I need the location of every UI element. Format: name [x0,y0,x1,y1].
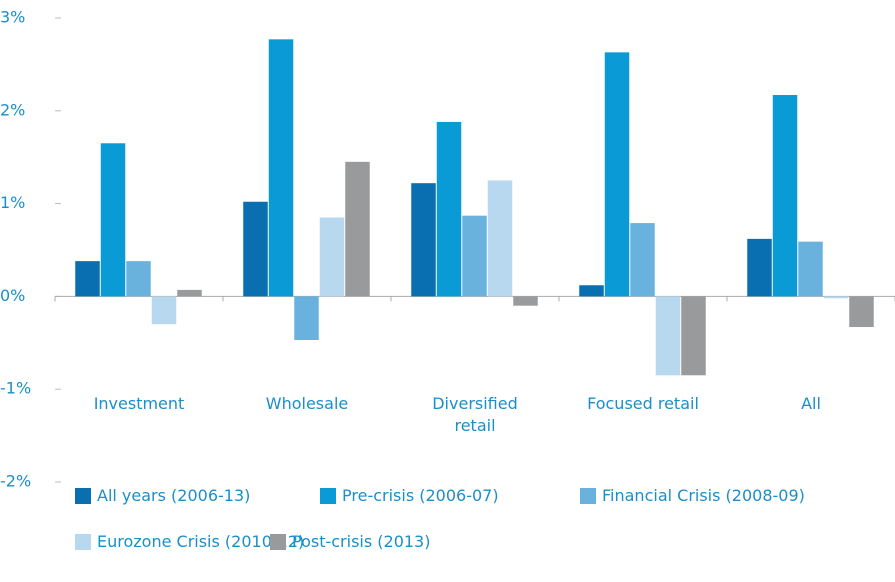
bar [411,183,436,297]
y-tick-label: -2% [0,472,31,491]
y-tick-label: 2% [0,100,25,119]
bar [579,285,604,297]
bar [177,289,202,297]
bar [513,296,538,306]
legend-swatch [270,533,286,550]
bar [243,201,268,297]
bar [655,296,681,376]
y-tick-label: 0% [0,286,25,305]
x-tick-label: All [801,394,821,413]
legend-label: Financial Crisis (2008-09) [602,486,805,505]
y-tick-label: 1% [0,193,25,212]
bar [462,215,487,297]
bar [798,241,823,297]
bar [630,223,655,297]
bar [747,238,772,297]
bar [436,121,462,297]
bar [487,180,513,297]
bar [319,217,345,297]
bar [126,261,151,297]
legend-label: All years (2006-13) [97,486,251,505]
bar [294,296,319,341]
bar [849,296,874,328]
legend-swatch [75,487,91,504]
y-tick-label: 3% [0,8,25,27]
legend-label: Pre-crisis (2006-07) [342,486,499,505]
x-tick-label: Diversified retail [432,394,518,435]
legend-item: All years (2006-13) [75,486,250,505]
legend-item: Pre-crisis (2006-07) [320,486,499,505]
bar [268,39,294,297]
legend-swatch [75,533,91,550]
legend-swatch [320,487,336,504]
legend-label: Eurozone Crisis (2010-12) [97,532,305,551]
legend-swatch [580,487,596,504]
x-tick-label: Investment [93,394,185,413]
bar [681,296,706,376]
x-tick-label: Focused retail [587,394,699,413]
bar [345,161,370,297]
legend-label: Post-crisis (2013) [292,532,431,551]
bar [823,296,849,299]
bar [604,52,630,297]
bar [100,143,126,297]
x-tick-label: Wholesale [265,394,349,413]
bar [772,95,798,297]
legend-item: Eurozone Crisis (2010-12) [75,532,304,551]
legend-item: Financial Crisis (2008-09) [580,486,805,505]
bar [151,296,177,325]
y-tick-label: -1% [0,379,31,398]
legend-item: Post-crisis (2013) [270,532,430,551]
bar [75,261,100,297]
